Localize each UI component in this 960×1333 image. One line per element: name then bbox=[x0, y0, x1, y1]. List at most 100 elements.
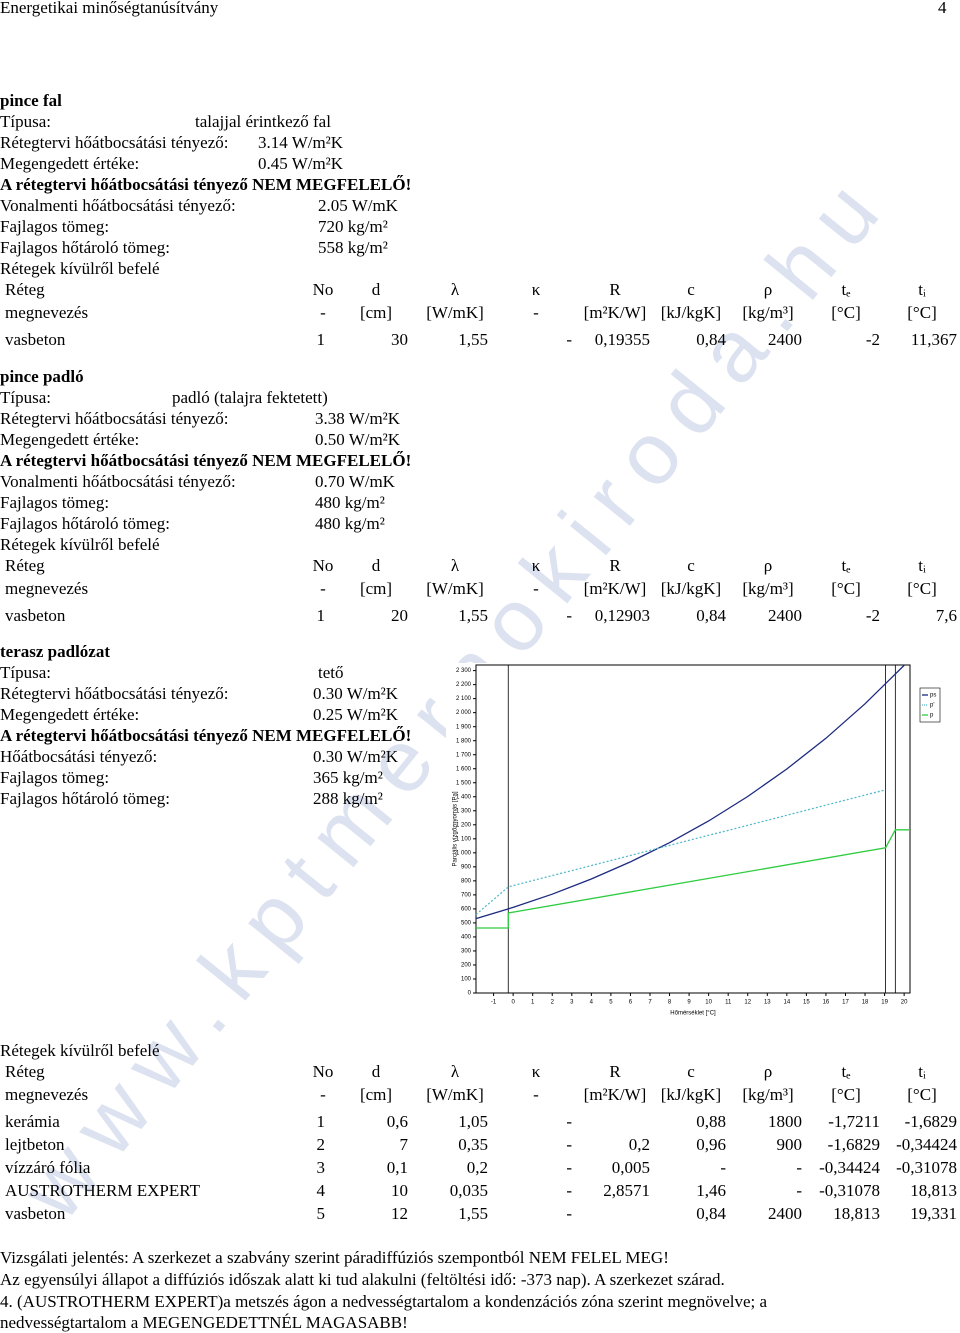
table-header: tᵢ bbox=[918, 1062, 926, 1081]
table-header: ρ bbox=[763, 1062, 773, 1081]
x-tick-label: 11 bbox=[725, 1000, 732, 1006]
table-unit: [kJ/kgK] bbox=[660, 1085, 722, 1104]
field-value: 365 kg/m² bbox=[313, 768, 383, 787]
table-unit: [cm] bbox=[359, 303, 393, 322]
table-header: c bbox=[687, 1062, 695, 1081]
table-unit: [m²K/W] bbox=[583, 303, 647, 322]
table-unit: - bbox=[320, 303, 326, 322]
table-cell: vasbeton bbox=[5, 1204, 66, 1223]
table-cell: 11,367 bbox=[910, 330, 957, 349]
table-header: λ bbox=[450, 280, 460, 299]
table-cell: 0,84 bbox=[696, 1204, 726, 1223]
table-cell: kerámia bbox=[5, 1112, 60, 1131]
x-tick-label: 15 bbox=[803, 1000, 810, 1006]
table-cell: - bbox=[566, 1135, 572, 1154]
field-label: Megengedett értéke: bbox=[0, 430, 140, 449]
field-label: Rétegtervi hőátbocsátási tényező: bbox=[0, 133, 229, 152]
table-cell: 7 bbox=[399, 1135, 409, 1154]
verdict: A rétegtervi hőátbocsátási tényező NEM M… bbox=[0, 451, 412, 470]
table-header: λ bbox=[450, 1062, 460, 1081]
table-cell: 2,8571 bbox=[603, 1181, 650, 1200]
x-tick-label: 19 bbox=[881, 1000, 888, 1006]
table-unit: [W/mK] bbox=[426, 1085, 484, 1104]
table-cell: 0,12903 bbox=[594, 606, 650, 625]
table-cell: - bbox=[566, 1112, 572, 1131]
y-tick-label: 0 bbox=[468, 991, 472, 997]
table-cell: 5 bbox=[316, 1204, 326, 1223]
y-tick-label: 2 300 bbox=[456, 668, 472, 674]
table-unit: [°C] bbox=[907, 579, 937, 598]
table-cell: -1,6829 bbox=[827, 1135, 880, 1154]
table-cell: - bbox=[566, 330, 572, 349]
layers-title: Rétegek kívülről befelé bbox=[0, 535, 160, 554]
table-cell: 0,84 bbox=[696, 606, 726, 625]
legend-box bbox=[919, 687, 941, 723]
y-tick-label: 1 700 bbox=[456, 752, 472, 758]
x-tick-label: 9 bbox=[687, 1000, 691, 1006]
table-cell: 0,035 bbox=[449, 1181, 488, 1200]
table-unit: [m²K/W] bbox=[583, 1085, 647, 1104]
table-cell: 0,6 bbox=[386, 1112, 408, 1131]
table-unit: megnevezés bbox=[5, 303, 89, 322]
y-tick-label: 1 900 bbox=[456, 724, 472, 730]
field-value: 0.45 W/m²K bbox=[258, 154, 344, 173]
y-tick-label: 500 bbox=[461, 920, 472, 926]
x-tick-label: 5 bbox=[609, 1000, 613, 1006]
table-cell: 0,96 bbox=[696, 1135, 726, 1154]
table-cell: -1,6829 bbox=[904, 1112, 957, 1131]
table-cell: 1,46 bbox=[696, 1181, 726, 1200]
table-cell: 2400 bbox=[768, 606, 802, 625]
field-label: Vonalmenti hőátbocsátási tényező: bbox=[0, 472, 236, 491]
table-unit: [°C] bbox=[907, 303, 937, 322]
field-label: Típusa: bbox=[0, 388, 51, 407]
table-header: κ bbox=[531, 1062, 541, 1081]
table-unit: [cm] bbox=[359, 579, 393, 598]
field-label: Típusa: bbox=[0, 663, 51, 682]
table-header: tₑ bbox=[841, 280, 851, 299]
table-cell: 12 bbox=[391, 1204, 408, 1223]
legend-label: p' bbox=[930, 703, 934, 709]
table-unit: [kg/m³] bbox=[742, 303, 794, 322]
y-tick-label: 400 bbox=[461, 935, 472, 941]
header-title: Energetikai minőségtanúsítvány bbox=[0, 0, 219, 17]
field-value: 0.30 W/m²K bbox=[313, 684, 399, 703]
table-unit: [W/mK] bbox=[426, 579, 484, 598]
table-cell: - bbox=[566, 1181, 572, 1200]
table-cell: -2 bbox=[865, 330, 880, 349]
note: Az egyensúlyi állapot a diffúziós idősza… bbox=[0, 1269, 725, 1289]
y-axis-title: Parciális vízgőznyomás [Pa] bbox=[453, 791, 459, 866]
y-tick-label: 2 100 bbox=[456, 696, 472, 702]
y-tick-label: 1 600 bbox=[456, 766, 472, 772]
table-cell: - bbox=[566, 1204, 572, 1223]
table-cell: -0,34424 bbox=[819, 1158, 880, 1177]
table-cell: 4 bbox=[316, 1181, 326, 1200]
table-unit: - bbox=[533, 579, 539, 598]
field-label: Vonalmenti hőátbocsátási tényező: bbox=[0, 196, 236, 215]
field-value: tető bbox=[318, 663, 344, 682]
field-value: 288 kg/m² bbox=[313, 789, 383, 808]
field-label: Fajlagos hőtároló tömeg: bbox=[0, 238, 170, 257]
table-cell: 0,84 bbox=[696, 330, 726, 349]
table-cell: -0,34424 bbox=[896, 1135, 957, 1154]
field-value: 0.50 W/m²K bbox=[315, 430, 401, 449]
field-label: Fajlagos tömeg: bbox=[0, 493, 110, 512]
table-unit: [kJ/kgK] bbox=[660, 579, 722, 598]
field-value: 720 kg/m² bbox=[318, 217, 388, 236]
y-tick-label: 1 000 bbox=[456, 850, 472, 856]
x-tick-label: 10 bbox=[705, 1000, 712, 1006]
table-unit: megnevezés bbox=[5, 579, 89, 598]
section-title: pince fal bbox=[0, 91, 62, 110]
x-tick-label: 16 bbox=[823, 1000, 830, 1006]
table-cell: 1,55 bbox=[458, 606, 488, 625]
table-header: ρ bbox=[763, 280, 773, 299]
table-header: tₑ bbox=[841, 556, 851, 575]
table-header: d bbox=[371, 1062, 381, 1081]
chart-background bbox=[446, 663, 940, 1023]
table-header: R bbox=[609, 280, 621, 299]
table-unit: - bbox=[320, 1085, 326, 1104]
table-cell: vasbeton bbox=[5, 606, 66, 625]
table-cell: 0,2 bbox=[466, 1158, 488, 1177]
table-header: d bbox=[371, 280, 381, 299]
y-tick-label: 2 000 bbox=[456, 710, 472, 716]
